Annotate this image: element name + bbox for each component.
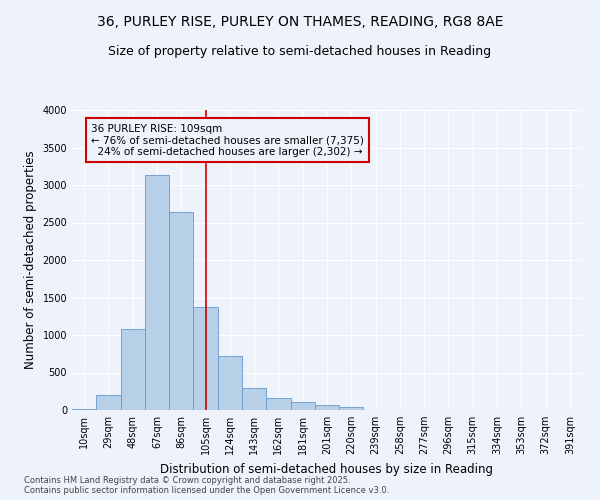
Y-axis label: Number of semi-detached properties: Number of semi-detached properties [24, 150, 37, 370]
X-axis label: Distribution of semi-detached houses by size in Reading: Distribution of semi-detached houses by … [161, 462, 493, 475]
Bar [290, 402, 315, 410]
Text: Size of property relative to semi-detached houses in Reading: Size of property relative to semi-detach… [109, 45, 491, 58]
Bar [218, 356, 242, 410]
Bar [145, 176, 169, 410]
Bar [121, 329, 145, 410]
Bar [169, 212, 193, 410]
Bar [339, 406, 364, 410]
Text: 36 PURLEY RISE: 109sqm
← 76% of semi-detached houses are smaller (7,375)
  24% o: 36 PURLEY RISE: 109sqm ← 76% of semi-det… [91, 124, 364, 156]
Text: Contains HM Land Registry data © Crown copyright and database right 2025.
Contai: Contains HM Land Registry data © Crown c… [24, 476, 389, 495]
Bar [242, 388, 266, 410]
Bar [96, 395, 121, 410]
Text: 36, PURLEY RISE, PURLEY ON THAMES, READING, RG8 8AE: 36, PURLEY RISE, PURLEY ON THAMES, READI… [97, 15, 503, 29]
Bar [266, 398, 290, 410]
Bar [193, 306, 218, 410]
Bar [72, 409, 96, 410]
Bar [315, 405, 339, 410]
